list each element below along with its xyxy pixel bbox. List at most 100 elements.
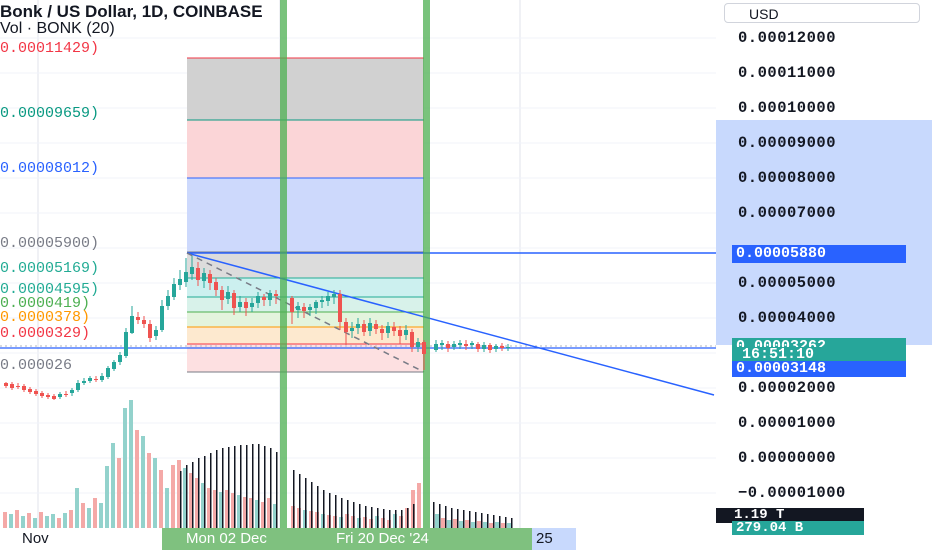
candle	[256, 296, 260, 303]
currency-button[interactable]: USD	[724, 3, 920, 23]
volume-bar	[189, 473, 193, 528]
volume-bar	[441, 518, 445, 528]
candle	[422, 342, 426, 354]
volume-ma-bar	[305, 478, 307, 528]
volume-ma-bar	[439, 504, 441, 528]
time-axis-label: 25	[536, 530, 553, 547]
candle	[70, 390, 74, 393]
volume-bar	[219, 492, 223, 528]
price-axis-label: 0.00010000	[738, 99, 837, 117]
volume-ma-bar	[469, 511, 471, 528]
time-range-highlight-2	[532, 528, 576, 550]
candle	[232, 293, 236, 308]
volume-ma-bar	[487, 514, 489, 528]
fib-level-label: 0.00008012)	[0, 160, 100, 177]
candle	[178, 279, 182, 285]
candle	[374, 324, 378, 329]
candle	[52, 396, 56, 399]
candle	[100, 376, 104, 380]
candle	[76, 383, 80, 390]
volume-bar	[495, 522, 499, 528]
volume-ma-bar	[240, 445, 242, 528]
volume-bar	[453, 519, 457, 528]
volume-bar	[201, 483, 205, 528]
candle	[82, 381, 86, 383]
volume-bar	[225, 490, 229, 528]
fib-zone	[187, 178, 424, 252]
volume-bar	[99, 503, 103, 528]
candle	[290, 298, 294, 312]
volume-bar	[237, 495, 241, 528]
price-axis-label: −0.00001000	[738, 484, 846, 502]
candle	[112, 362, 116, 369]
candle	[440, 343, 444, 345]
countdown-badge: 16:51:10	[732, 347, 906, 363]
volume-bar	[63, 513, 67, 528]
candle	[488, 345, 492, 350]
volume-bar	[27, 513, 31, 528]
volume-bar	[21, 516, 25, 528]
candle	[124, 332, 128, 356]
candle	[296, 306, 300, 310]
price-axis-label: 0.00008000	[738, 169, 837, 187]
candle	[220, 290, 224, 300]
candle	[506, 347, 510, 348]
volume-ma-bar	[353, 502, 355, 528]
fib-level-label: 0.00005900)	[0, 235, 100, 252]
candle	[398, 330, 402, 336]
candle	[250, 303, 254, 307]
volume-bar	[93, 498, 97, 528]
fib-zone	[187, 58, 424, 120]
fib-zone	[187, 120, 424, 178]
candle	[22, 386, 26, 390]
volume-indicator-label[interactable]: Vol · BONK (20)	[0, 20, 115, 37]
price-axis-label: 0.00002000	[738, 379, 837, 397]
trend-line-dashed	[186, 252, 425, 373]
volume-ma-bar	[323, 490, 325, 528]
candle	[58, 394, 62, 397]
volume-bar	[81, 503, 85, 528]
volume-ma-bar	[481, 513, 483, 528]
volume-ma-bar	[293, 470, 295, 528]
candle	[320, 300, 324, 302]
candle	[238, 302, 242, 307]
volume-bar	[165, 488, 169, 528]
candle	[190, 267, 194, 274]
volume-bar	[207, 488, 211, 528]
candle	[410, 332, 414, 347]
candle	[196, 268, 200, 280]
candle	[458, 343, 462, 345]
volume-bar	[501, 523, 505, 528]
candle	[16, 386, 20, 387]
volume-ma-bar	[311, 482, 313, 528]
volume-badge: 1.19 T	[716, 508, 864, 523]
candle	[452, 344, 456, 347]
candle	[392, 327, 396, 331]
symbol-title[interactable]: Bonk / US Dollar, 1D, COINBASE	[0, 2, 263, 21]
volume-bar	[45, 516, 49, 528]
volume-bar	[129, 400, 133, 528]
candle	[274, 294, 278, 296]
volume-bar	[273, 504, 277, 528]
volume-bar	[75, 488, 79, 528]
volume-bar	[261, 502, 265, 528]
price-axis-label: 0.00001000	[738, 414, 837, 432]
volume-ma-bar	[347, 500, 349, 528]
volume-bar	[117, 458, 121, 528]
candle	[500, 346, 504, 348]
candle	[106, 368, 110, 377]
volume-bar	[15, 510, 19, 528]
candle	[208, 274, 212, 283]
fib-zone	[187, 252, 424, 278]
candle	[88, 378, 92, 381]
volume-ma-bar	[475, 512, 477, 528]
volume-ma-bar	[407, 508, 409, 528]
fib-level-label: 0.000026	[0, 357, 73, 374]
candle	[416, 342, 420, 347]
volume-ma-bar	[371, 507, 373, 528]
price-axis-label: 0.00011000	[738, 64, 837, 82]
volume-ma-bar	[499, 516, 501, 528]
volume-bar	[459, 521, 463, 528]
time-axis-range-label-end: Fri 20 Dec '24	[336, 530, 429, 547]
